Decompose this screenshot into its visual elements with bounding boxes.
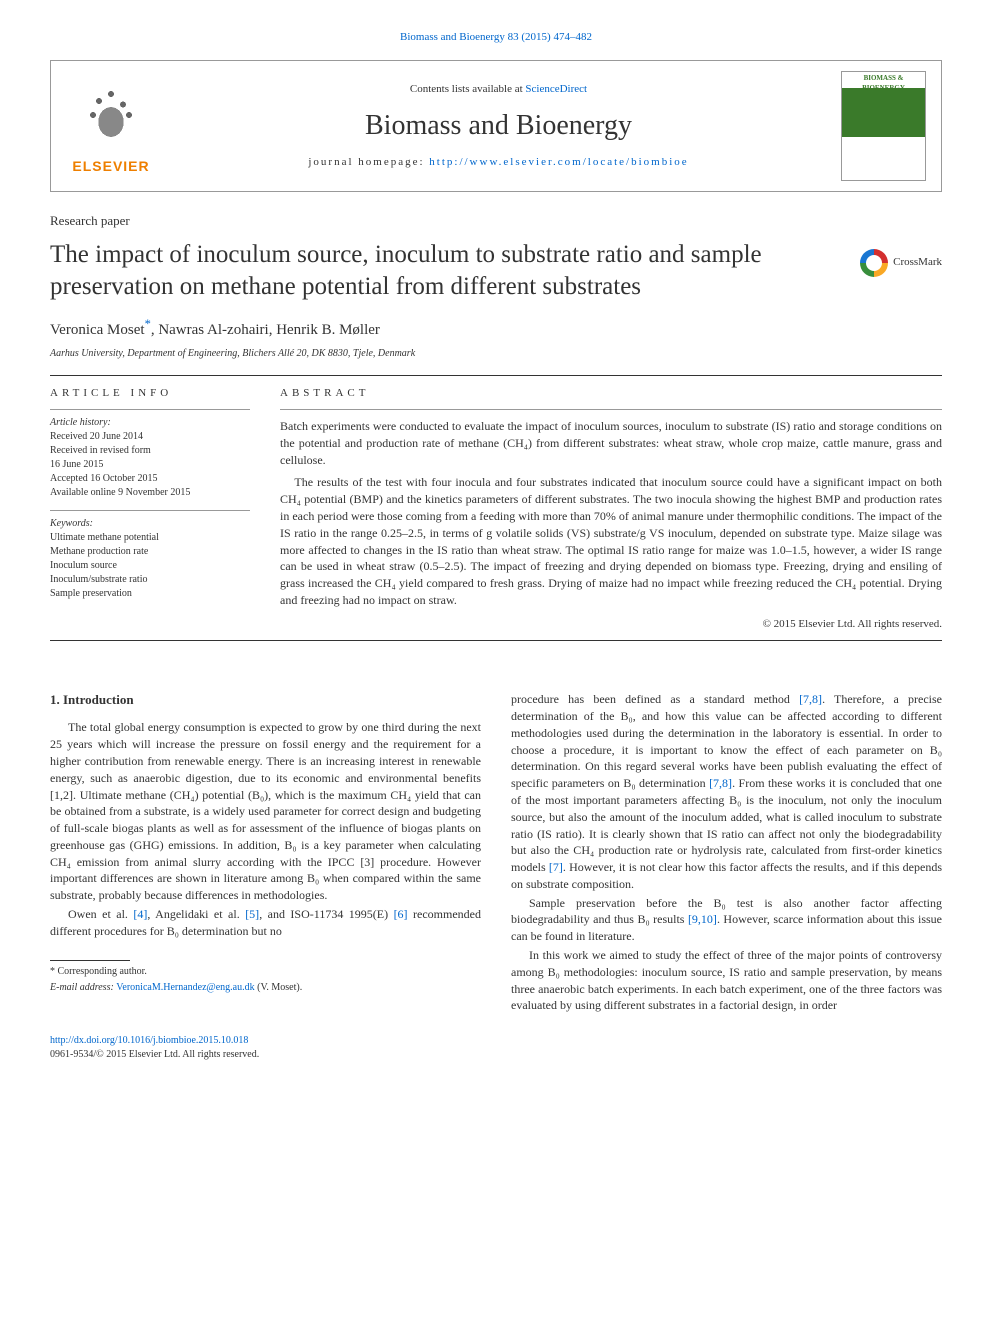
crossmark-badge[interactable]: CrossMark	[860, 249, 942, 277]
keyword: Inoculum source	[50, 559, 250, 573]
affiliation: Aarhus University, Department of Enginee…	[50, 347, 942, 361]
ref-link[interactable]: [4]	[133, 907, 147, 921]
history-label: Article history:	[50, 416, 250, 430]
crossmark-label: CrossMark	[893, 255, 942, 270]
keywords-label: Keywords:	[50, 517, 250, 531]
abstract-block: abstract Batch experiments were conducte…	[280, 386, 942, 633]
article-title: The impact of inoculum source, inoculum …	[50, 239, 840, 304]
journal-header-box: ELSEVIER Contents lists available at Sci…	[50, 60, 942, 192]
body-paragraph: In this work we aimed to study the effec…	[511, 947, 942, 1014]
keywords-block: Keywords: Ultimate methane potential Met…	[50, 510, 250, 601]
body-paragraph: Owen et al. [4], Angelidaki et al. [5], …	[50, 906, 481, 940]
rule-bottom	[50, 640, 942, 641]
abstract-heading: abstract	[280, 386, 942, 401]
ref-link[interactable]: [9,10]	[688, 912, 717, 926]
history-line: Available online 9 November 2015	[50, 486, 250, 500]
body-paragraph: The total global energy consumption is e…	[50, 719, 481, 904]
page-footer: http://dx.doi.org/10.1016/j.biombioe.201…	[50, 1034, 942, 1062]
citation-header: Biomass and Bioenergy 83 (2015) 474–482	[50, 30, 942, 45]
homepage-url[interactable]: http://www.elsevier.com/locate/biombioe	[429, 156, 688, 168]
email-suffix: (V. Moset).	[255, 982, 303, 993]
keyword: Inoculum/substrate ratio	[50, 573, 250, 587]
body-paragraph: Sample preservation before the B₀ test i…	[511, 895, 942, 945]
ref-link[interactable]: [6]	[394, 907, 408, 921]
email-link[interactable]: VeronicaM.Hernandez@eng.au.dk	[116, 982, 254, 993]
elsevier-logo: ELSEVIER	[66, 76, 156, 176]
authors: Veronica Moset*, Nawras Al-zohairi, Henr…	[50, 316, 942, 341]
doi-link[interactable]: http://dx.doi.org/10.1016/j.biombioe.201…	[50, 1035, 248, 1046]
history-line: Received in revised form	[50, 444, 250, 458]
email-label: E-mail address:	[50, 982, 116, 993]
issn-line: 0961-9534/© 2015 Elsevier Ltd. All right…	[50, 1049, 259, 1060]
article-info-heading: article info	[50, 386, 250, 401]
contents-line: Contents lists available at ScienceDirec…	[156, 82, 841, 97]
abstract-paragraph: The results of the test with four inocul…	[280, 474, 942, 608]
homepage-line: journal homepage: http://www.elsevier.co…	[156, 155, 841, 170]
keyword: Methane production rate	[50, 545, 250, 559]
history-line: 16 June 2015	[50, 458, 250, 472]
crossmark-icon	[860, 249, 888, 277]
footnote-separator	[50, 960, 130, 961]
journal-cover-thumbnail: BIOMASS & BIOENERGY	[841, 71, 926, 181]
cover-title: BIOMASS & BIOENERGY	[844, 74, 923, 94]
article-history-block: Article history: Received 20 June 2014 R…	[50, 409, 250, 500]
paper-type: Research paper	[50, 212, 942, 230]
elsevier-name: ELSEVIER	[72, 157, 149, 177]
body-columns: 1. Introduction The total global energy …	[50, 691, 942, 1014]
header-center: Contents lists available at ScienceDirec…	[156, 82, 841, 170]
contents-prefix: Contents lists available at	[410, 83, 525, 95]
journal-name: Biomass and Bioenergy	[156, 106, 841, 145]
sciencedirect-link[interactable]: ScienceDirect	[525, 83, 587, 95]
abstract-paragraph: Batch experiments were conducted to eval…	[280, 418, 942, 468]
ref-link[interactable]: [7,8]	[799, 692, 822, 706]
corresponding-footnote: * Corresponding author.	[50, 965, 481, 979]
history-line: Accepted 16 October 2015	[50, 472, 250, 486]
article-info-sidebar: article info Article history: Received 2…	[50, 386, 250, 633]
keyword: Sample preservation	[50, 587, 250, 601]
rule-top	[50, 375, 942, 376]
ref-link[interactable]: [7]	[549, 860, 563, 874]
corresponding-marker[interactable]: *	[145, 317, 151, 331]
citation-link[interactable]: Biomass and Bioenergy 83 (2015) 474–482	[400, 31, 592, 43]
abstract-copyright: © 2015 Elsevier Ltd. All rights reserved…	[280, 617, 942, 632]
section-heading: 1. Introduction	[50, 691, 481, 709]
history-line: Received 20 June 2014	[50, 430, 250, 444]
elsevier-tree-icon	[81, 87, 141, 157]
email-footnote: E-mail address: VeronicaM.Hernandez@eng.…	[50, 981, 481, 995]
homepage-label: journal homepage:	[308, 156, 429, 168]
ref-link[interactable]: [5]	[245, 907, 259, 921]
abstract-rule	[280, 409, 942, 410]
body-paragraph: procedure has been defined as a standard…	[511, 691, 942, 893]
keyword: Ultimate methane potential	[50, 531, 250, 545]
ref-link[interactable]: [7,8]	[709, 776, 732, 790]
